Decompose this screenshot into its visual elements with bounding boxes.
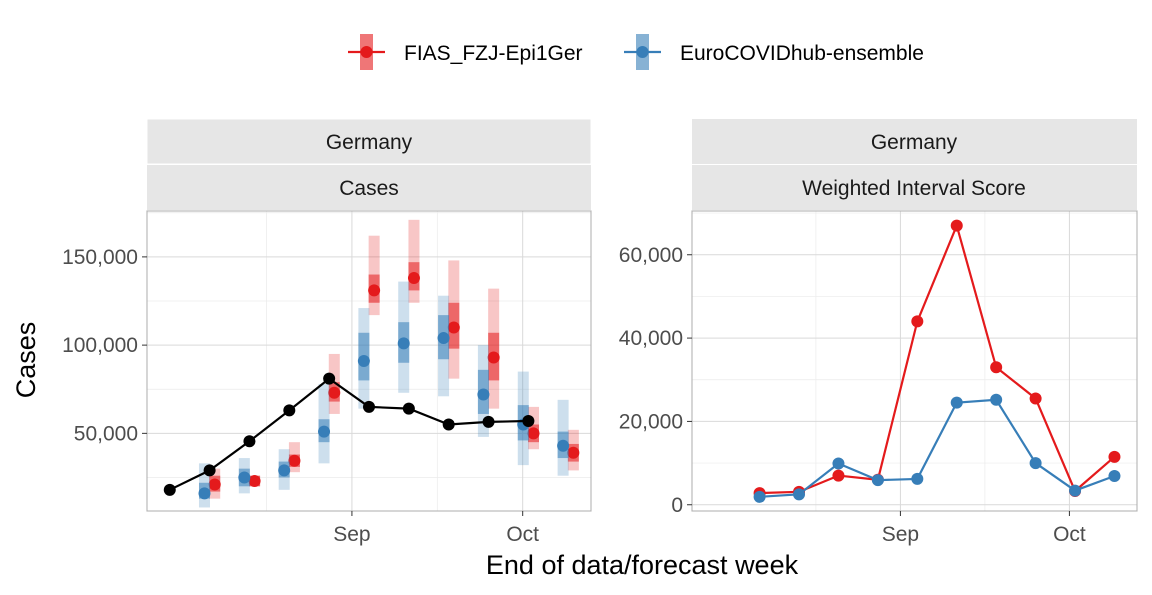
x-tick-label: Oct — [506, 523, 539, 546]
forecast-median-point — [368, 284, 381, 297]
y-axis-ticks: 0 20,000 40,000 60,000 — [619, 244, 692, 517]
x-axis-ticks: Sep Oct — [882, 511, 1086, 546]
score-point — [950, 219, 963, 232]
score-point — [911, 315, 924, 328]
y-axis-title: Cases — [11, 322, 41, 399]
score-point — [871, 474, 884, 487]
plot-marks — [163, 219, 580, 508]
observed-point — [402, 402, 415, 415]
score-point — [832, 469, 845, 482]
x-tick-label: Sep — [882, 523, 919, 546]
interval-outer — [408, 219, 420, 303]
observed-point — [203, 464, 216, 477]
forecast-median-point — [557, 439, 570, 452]
plot-marks — [753, 219, 1121, 503]
observed-point — [243, 435, 256, 448]
strip-label-target: Cases — [339, 177, 399, 200]
legend-label-fias: FIAS_FZJ-Epi1Ger — [404, 42, 583, 65]
forecast-median-point — [328, 386, 341, 399]
forecast-median-point — [487, 351, 500, 364]
forecast-median-point — [397, 337, 410, 350]
forecast-median-point — [437, 332, 450, 345]
forecast-median-point — [477, 388, 490, 401]
forecast-median-point — [288, 454, 301, 467]
series-observed — [163, 372, 535, 496]
forecast-median-point — [357, 355, 370, 367]
forecast-median-point — [248, 475, 261, 487]
score-point — [832, 457, 845, 470]
score-point — [1108, 470, 1121, 482]
observed-line — [169, 377, 529, 491]
observed-point — [283, 404, 296, 417]
forecast-median-point — [318, 425, 331, 438]
legend-key-point-fias — [360, 46, 373, 58]
strip-bottom — [692, 165, 1137, 210]
series-eurocovidhub-ensemble — [753, 393, 1121, 503]
x-axis-title: End of data/forecast week — [486, 550, 799, 580]
legend-key-point-ensemble — [636, 46, 649, 58]
forecast-median-point — [407, 272, 420, 285]
score-point — [753, 490, 766, 503]
y-tick-label: 60,000 — [619, 244, 683, 267]
score-point — [1029, 392, 1042, 405]
panel-wis: Germany Weighted Interval Score 0 20,000 4… — [619, 119, 1138, 546]
score-line — [759, 398, 1115, 498]
forecast-median-point — [278, 464, 291, 477]
score-point — [990, 393, 1003, 406]
observed-point — [442, 418, 455, 431]
series-fias-fzj-epi1ger-forecasts — [208, 219, 580, 499]
forecast-median-point — [447, 321, 460, 334]
strip-top — [146, 118, 592, 165]
strip-label-location: Germany — [326, 131, 413, 154]
forecast-median-point — [208, 478, 221, 491]
score-point — [1069, 484, 1082, 497]
x-axis-ticks: Sep Oct — [333, 511, 539, 546]
forecast-median-point — [527, 427, 540, 440]
score-point — [911, 472, 924, 485]
y-tick-label: 0 — [671, 494, 683, 517]
forecast-median-point — [198, 487, 211, 500]
score-point — [1029, 457, 1042, 470]
y-axis-ticks: 50,000 100,000 150,000 — [62, 246, 147, 445]
strip-label-target: Weighted Interval Score — [802, 177, 1026, 200]
panel-cases: Germany Cases 50,000 100,000 150,000 Sep Oc… — [62, 118, 592, 546]
grid — [692, 211, 1137, 511]
observed-point — [323, 372, 336, 385]
x-tick-label: Sep — [333, 523, 370, 546]
observed-point — [522, 415, 535, 427]
score-point — [950, 396, 963, 409]
score-point — [1108, 450, 1121, 463]
strip-bottom — [147, 165, 591, 210]
strip-top — [692, 119, 1137, 164]
forecast-median-point — [567, 446, 580, 459]
panel-border — [691, 210, 1138, 512]
strip-label-location: Germany — [871, 131, 958, 154]
score-line — [759, 222, 1116, 495]
y-tick-label: 20,000 — [619, 410, 683, 433]
y-tick-label: 50,000 — [74, 422, 138, 445]
legend-label-ensemble: EuroCOVIDhub-ensemble — [680, 42, 924, 65]
y-tick-label: 150,000 — [62, 246, 138, 269]
legend: FIAS_FZJ-Epi1Ger EuroCOVIDhub-ensemble — [348, 34, 924, 70]
legend-item-ensemble: EuroCOVIDhub-ensemble — [624, 34, 924, 70]
forecast-median-point — [238, 471, 251, 484]
x-tick-label: Oct — [1053, 523, 1086, 546]
score-point — [990, 361, 1003, 374]
score-point — [793, 488, 806, 501]
observed-point — [163, 483, 176, 496]
y-tick-label: 100,000 — [62, 334, 138, 357]
legend-item-fias: FIAS_FZJ-Epi1Ger — [348, 34, 583, 70]
panel-border — [146, 210, 592, 512]
plot-background — [692, 211, 1137, 511]
y-tick-label: 40,000 — [619, 327, 683, 350]
observed-point — [363, 400, 375, 413]
observed-point — [482, 415, 495, 428]
